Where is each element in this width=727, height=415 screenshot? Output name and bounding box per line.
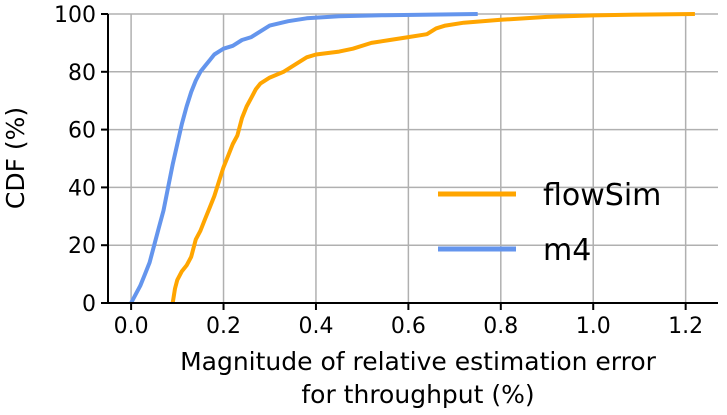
x-tick-label-3: 0.6 [391, 314, 426, 339]
x-axis-title-line1: Magnitude of relative estimation error [180, 347, 657, 376]
legend-label-m4: m4 [543, 233, 591, 268]
legend: flowSim m4 [438, 178, 661, 268]
tick-labels: 0.0 0.2 0.4 0.6 0.8 1.0 1.2 0 20 40 60 80 100 [54, 3, 703, 339]
x-tick-label-5: 1.0 [576, 314, 611, 339]
y-tick-label-1: 20 [68, 234, 96, 259]
y-tick-label-5: 100 [54, 3, 96, 28]
series-lines [129, 12, 695, 304]
x-tick-label-4: 0.8 [483, 314, 518, 339]
y-tick-label-4: 80 [68, 61, 96, 86]
x-axis-title-line2: for throughput (%) [301, 380, 534, 409]
y-tick-label-2: 40 [68, 176, 96, 201]
x-tick-label-0: 0.0 [114, 314, 149, 339]
axes [101, 13, 718, 310]
grid [108, 13, 718, 304]
series-line-flowsim [170, 12, 695, 304]
x-tick-label-1: 0.2 [206, 314, 241, 339]
legend-label-flowsim: flowSim [543, 178, 661, 213]
x-tick-label-2: 0.4 [298, 314, 333, 339]
y-tick-label-3: 60 [68, 119, 96, 144]
y-axis-title: CDF (%) [1, 107, 30, 209]
y-tick-label-0: 0 [82, 292, 96, 317]
x-tick-label-6: 1.2 [668, 314, 703, 339]
series-line-m4 [129, 12, 478, 304]
